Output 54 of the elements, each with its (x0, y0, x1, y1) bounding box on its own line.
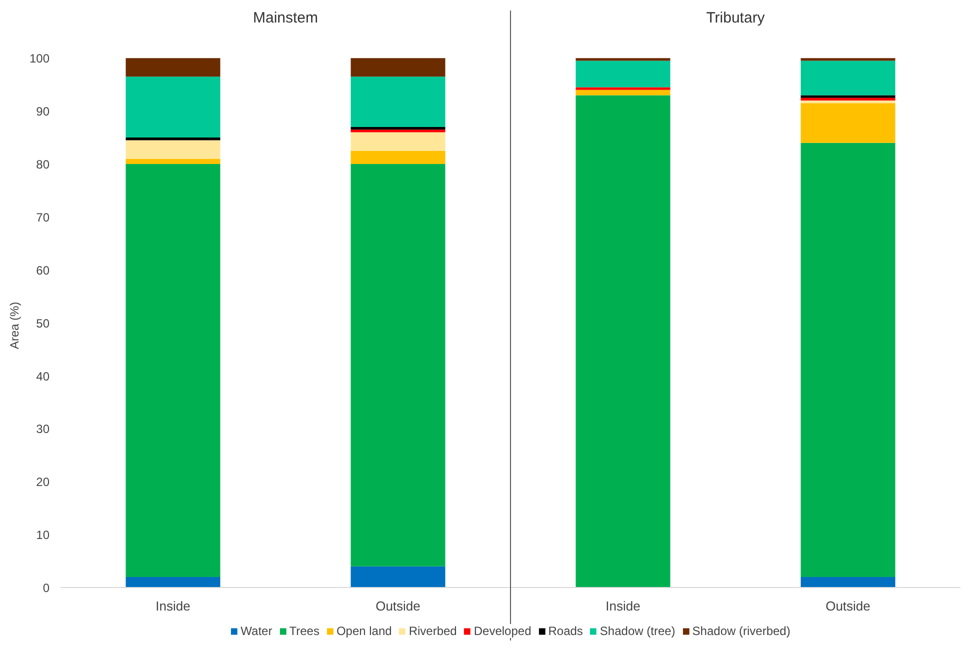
y-tick-label: 10 (36, 528, 50, 542)
bar (800, 98, 896, 100)
y-tick-label: 60 (36, 263, 50, 278)
bar (126, 140, 220, 159)
bar (350, 58, 446, 77)
bar (350, 164, 446, 566)
bar (800, 103, 896, 143)
legend-label: Riverbed (408, 624, 457, 638)
bar (800, 576, 896, 588)
bar (126, 58, 220, 77)
y-tick-label: 30 (36, 422, 50, 436)
bar (576, 58, 670, 61)
bar (350, 130, 446, 132)
y-tick-label: 0 (42, 581, 50, 596)
legend-label: Developed (474, 624, 532, 638)
bar (800, 60, 896, 96)
legend-label: Water (240, 624, 272, 638)
x-tick-label: Inside (606, 598, 640, 614)
bar (350, 76, 446, 127)
x-tick-label: Outside (376, 598, 420, 614)
bar (126, 576, 220, 588)
y-tick-label: 70 (36, 210, 50, 224)
y-tick-label: 20 (36, 475, 50, 490)
bar (126, 164, 220, 577)
text: Mainstem (252, 9, 318, 26)
legend-label: Shadow (tree) (600, 624, 676, 638)
legend-label: Trees (289, 624, 320, 638)
bar (576, 95, 670, 588)
y-axis-title: Area (%) (7, 302, 22, 350)
bar (800, 100, 896, 104)
bar (800, 142, 896, 577)
legend-label: Roads (548, 624, 583, 638)
bar (126, 76, 220, 138)
x-tick-label: Inside (156, 598, 190, 614)
y-tick-label: 80 (36, 158, 50, 172)
y-tick-label: 50 (36, 316, 50, 330)
bar (576, 90, 670, 96)
bar (800, 58, 896, 61)
y-tick-label: 40 (36, 369, 50, 384)
y-tick-label: 100 (29, 52, 50, 66)
bar (350, 150, 446, 164)
bar (350, 566, 446, 588)
bar (126, 138, 220, 140)
bar (576, 60, 670, 88)
legend-label: Open land (336, 624, 392, 638)
bar (350, 132, 446, 151)
legend-label: Shadow (riverbed) (692, 624, 790, 638)
text: Tributary (706, 9, 766, 26)
y-tick-label: 90 (36, 104, 50, 119)
bar (126, 158, 220, 164)
bar (350, 126, 446, 130)
bar (800, 95, 896, 98)
x-tick-label: Outside (826, 598, 870, 614)
bar (576, 87, 670, 90)
